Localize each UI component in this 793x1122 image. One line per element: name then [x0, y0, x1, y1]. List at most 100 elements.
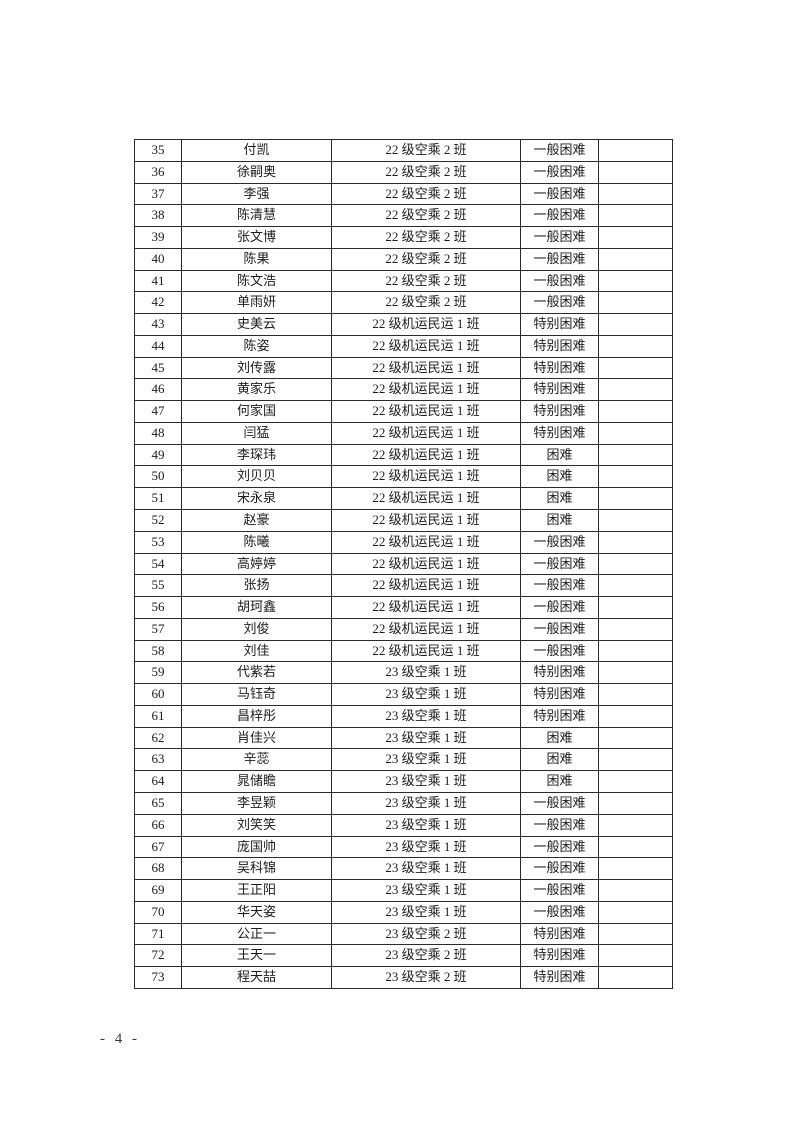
difficulty-level-cell: 特别困难 [520, 966, 599, 989]
table-row: 71 公正一 23 级空乘 2 班特别困难 [134, 922, 673, 946]
student-name-cell: 华天姿 [181, 900, 332, 924]
class-cell: 23 级空乘 1 班 [331, 857, 521, 881]
student-name-cell: 史美云 [181, 313, 332, 336]
difficulty-level-cell: 一般困难 [520, 552, 599, 576]
student-name-cell: 吴科锦 [181, 857, 332, 881]
student-name-cell: 刘传露 [181, 356, 332, 380]
note-cell [598, 574, 673, 598]
note-cell [598, 944, 673, 968]
difficulty-level-cell: 困难 [520, 770, 599, 793]
student-name-cell: 辛蕊 [181, 748, 332, 772]
row-number-cell: 35 [134, 139, 182, 162]
student-name-cell: 王正阳 [181, 879, 332, 902]
row-number-cell: 39 [134, 226, 182, 249]
note-cell [598, 400, 673, 423]
row-number-cell: 52 [134, 509, 182, 532]
note-cell [598, 443, 673, 467]
row-number-cell: 67 [134, 835, 182, 859]
difficulty-level-cell: 特别困难 [520, 334, 599, 358]
difficulty-level-cell: 一般困难 [520, 879, 599, 902]
note-cell [598, 182, 673, 206]
note-cell [598, 247, 673, 271]
note-cell [598, 226, 673, 249]
class-cell: 23 级空乘 2 班 [331, 922, 521, 946]
difficulty-level-cell: 特别困难 [520, 400, 599, 423]
class-cell: 23 级空乘 2 班 [331, 944, 521, 968]
table-row: 62 肖佳兴 23 级空乘 1 班困难 [134, 726, 673, 750]
row-number-cell: 63 [134, 748, 182, 772]
table-row: 53 陈曦 22 级机运民运 1 班一般困难 [134, 530, 673, 554]
class-cell: 23 级空乘 1 班 [331, 900, 521, 924]
row-number-cell: 68 [134, 857, 182, 881]
difficulty-level-cell: 困难 [520, 509, 599, 532]
class-cell: 23 级空乘 1 班 [331, 835, 521, 859]
note-cell [598, 313, 673, 336]
row-number-cell: 47 [134, 400, 182, 423]
note-cell [598, 204, 673, 228]
difficulty-level-cell: 一般困难 [520, 857, 599, 881]
student-name-cell: 庞国帅 [181, 835, 332, 859]
class-cell: 22 级机运民运 1 班 [331, 400, 521, 423]
table-row: 56 胡珂鑫 22 级机运民运 1 班一般困难 [134, 596, 673, 619]
note-cell [598, 356, 673, 380]
student-name-cell: 马钰奇 [181, 683, 332, 706]
student-name-cell: 单雨妍 [181, 291, 332, 315]
student-name-cell: 徐嗣奥 [181, 160, 332, 184]
class-cell: 22 级机运民运 1 班 [331, 378, 521, 402]
class-cell: 22 级机运民运 1 班 [331, 356, 521, 380]
class-cell: 22 级机运民运 1 班 [331, 465, 521, 489]
row-number-cell: 37 [134, 182, 182, 206]
difficulty-level-cell: 特别困难 [520, 421, 599, 445]
note-cell [598, 748, 673, 772]
student-name-cell: 刘佳 [181, 639, 332, 663]
note-cell [598, 596, 673, 619]
table-row: 47 何家国 22 级机运民运 1 班特别困难 [134, 400, 673, 423]
note-cell [598, 530, 673, 554]
class-cell: 23 级空乘 1 班 [331, 791, 521, 815]
note-cell [598, 726, 673, 750]
table-row: 60 马钰奇 23 级空乘 1 班特别困难 [134, 683, 673, 706]
difficulty-level-cell: 一般困难 [520, 182, 599, 206]
table-row: 51 宋永泉 22 级机运民运 1 班困难 [134, 487, 673, 511]
class-cell: 22 级机运民运 1 班 [331, 574, 521, 598]
class-cell: 23 级空乘 1 班 [331, 661, 521, 685]
table-row: 59 代紫若 23 级空乘 1 班特别困难 [134, 661, 673, 685]
difficulty-level-cell: 困难 [520, 748, 599, 772]
student-name-cell: 陈果 [181, 247, 332, 271]
table-row: 57 刘俊 22 级机运民运 1 班一般困难 [134, 617, 673, 641]
row-number-cell: 51 [134, 487, 182, 511]
difficulty-level-cell: 一般困难 [520, 900, 599, 924]
difficulty-level-cell: 特别困难 [520, 683, 599, 706]
class-cell: 22 级机运民运 1 班 [331, 443, 521, 467]
row-number-cell: 60 [134, 683, 182, 706]
class-cell: 23 级空乘 1 班 [331, 704, 521, 728]
note-cell [598, 509, 673, 532]
class-cell: 23 级空乘 1 班 [331, 748, 521, 772]
student-name-cell: 张文博 [181, 226, 332, 249]
difficulty-level-cell: 一般困难 [520, 269, 599, 293]
table-row: 55 张扬 22 级机运民运 1 班一般困难 [134, 574, 673, 598]
table-row: 39 张文博 22 级空乘 2 班一般困难 [134, 226, 673, 249]
class-cell: 22 级机运民运 1 班 [331, 313, 521, 336]
table-row: 61 昌梓彤 23 级空乘 1 班特别困难 [134, 704, 673, 728]
note-cell [598, 966, 673, 989]
table-row: 52 赵豪 22 级机运民运 1 班困难 [134, 509, 673, 532]
difficulty-level-cell: 特别困难 [520, 661, 599, 685]
difficulty-level-cell: 困难 [520, 443, 599, 467]
difficulty-level-cell: 特别困难 [520, 704, 599, 728]
row-number-cell: 41 [134, 269, 182, 293]
note-cell [598, 487, 673, 511]
difficulty-level-cell: 一般困难 [520, 574, 599, 598]
note-cell [598, 617, 673, 641]
student-name-cell: 公正一 [181, 922, 332, 946]
row-number-cell: 56 [134, 596, 182, 619]
note-cell [598, 683, 673, 706]
student-name-cell: 赵豪 [181, 509, 332, 532]
table-row: 73 程天喆 23 级空乘 2 班特别困难 [134, 966, 673, 989]
difficulty-level-cell: 困难 [520, 726, 599, 750]
note-cell [598, 857, 673, 881]
row-number-cell: 66 [134, 813, 182, 837]
note-cell [598, 922, 673, 946]
row-number-cell: 42 [134, 291, 182, 315]
note-cell [598, 421, 673, 445]
